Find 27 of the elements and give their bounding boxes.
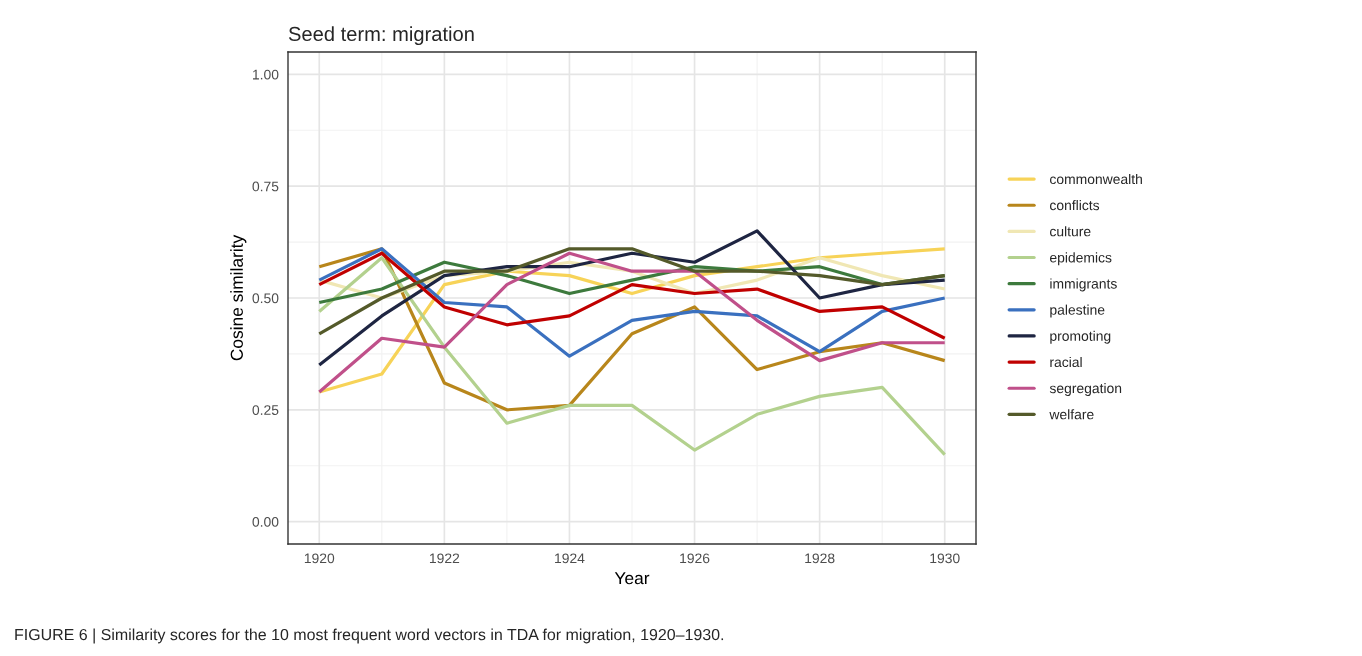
y-tick-label: 0.50 [252, 293, 279, 304]
line-series [317, 247, 947, 358]
y-tick-label: 1.00 [253, 69, 279, 80]
y-tick-label: 0.25 [252, 405, 279, 415]
legend-label: commonwealth [1050, 173, 1142, 185]
y-tick-label: 0.75 [252, 181, 279, 192]
line-series [317, 256, 947, 457]
x-tick-label: 1926 [680, 553, 710, 564]
x-tick-label: 1930 [930, 553, 960, 564]
legend-label: welfare [1049, 409, 1094, 420]
legend-label: immigrants [1050, 278, 1117, 292]
legend-label: racial [1050, 356, 1082, 368]
x-tick-label: 1922 [429, 553, 460, 564]
y-axis-title: Cosine similarity [230, 234, 247, 361]
legend-label: culture [1050, 226, 1091, 237]
x-tick-label: 1924 [555, 553, 585, 564]
legend-label: promoting [1050, 330, 1111, 344]
legend-label: palestine [1050, 304, 1105, 318]
chart-title: Seed term: migration [288, 26, 474, 46]
legend-label: epidemics [1050, 252, 1112, 266]
caption: FIGURE 6 | Similarity scores for the 10 most frequent word vectors in TDA for migration, 1920–1930. [15, 628, 724, 644]
y-tick-label: 0.00 [252, 516, 279, 527]
legend-label: segregation [1049, 383, 1122, 396]
x-tick-label: 1928 [805, 553, 835, 564]
x-axis-title: Year [614, 572, 650, 585]
x-tick-label: 1920 [304, 553, 335, 564]
legend-label: conflicts [1050, 200, 1100, 211]
